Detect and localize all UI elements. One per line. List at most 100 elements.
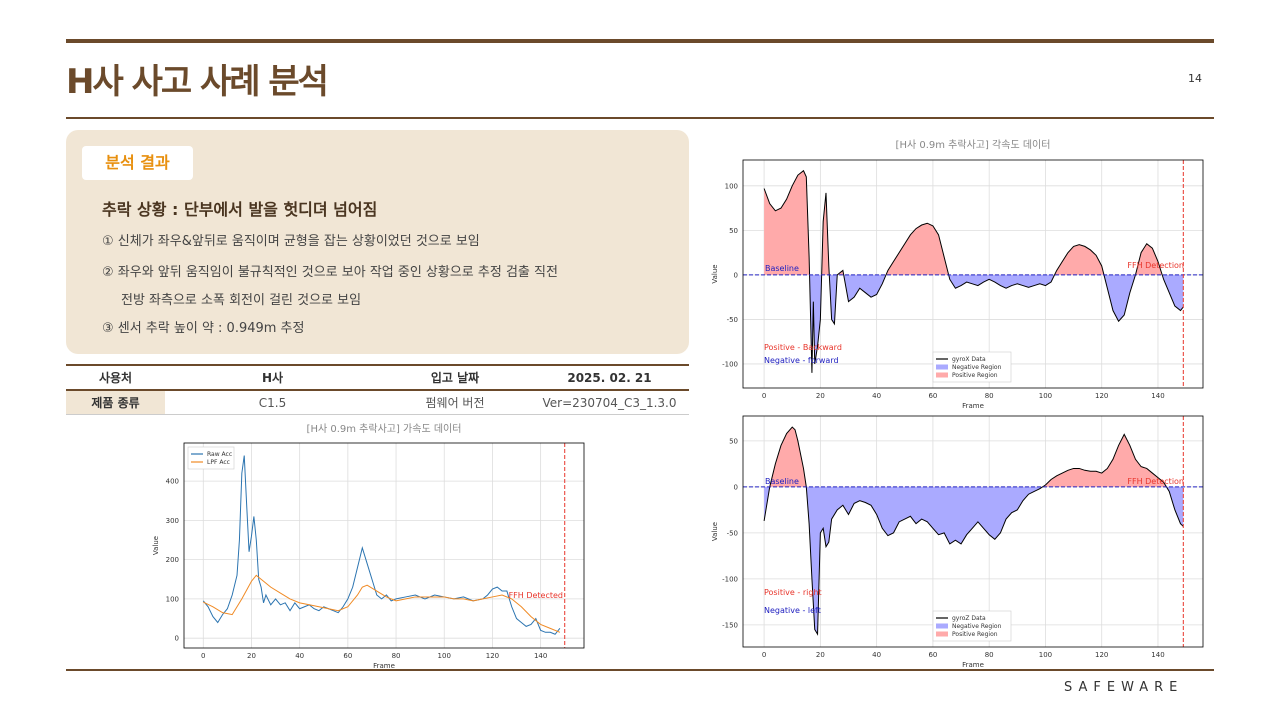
x-tick-label: 100 — [1039, 392, 1052, 400]
x-tick-label: 140 — [1151, 651, 1164, 659]
y-tick-label: -50 — [727, 529, 738, 537]
y-tick-label: -150 — [722, 621, 738, 629]
cell: H사 — [165, 364, 380, 391]
x-axis-label: Frame — [962, 402, 984, 410]
x-tick-label: 120 — [1095, 392, 1108, 400]
legend-label: Negative Region — [952, 623, 1002, 630]
cell: 제품 종류 — [66, 390, 165, 415]
x-tick-label: 20 — [816, 651, 825, 659]
legend-label: Positive Region — [952, 631, 998, 638]
legend-label: LPF Acc — [207, 459, 230, 466]
x-tick-label: 80 — [392, 652, 401, 660]
cell: 2025. 02. 21 — [530, 364, 689, 391]
plot-frame — [183, 442, 585, 649]
legend-label: gyroZ Data — [952, 615, 986, 622]
item: ③ 센서 추락 높이 약 : 0.949m 추정 — [102, 321, 305, 336]
legend-box — [187, 446, 235, 470]
y-tick-label: -100 — [722, 575, 738, 583]
info-table: 사용처 H사 입고 날짜 2025. 02. 21 제품 종류 C1.5 펌웨어 버전 Ve… — [66, 364, 689, 415]
x-tick-label: 80 — [985, 392, 994, 400]
y-tick-label: 0 — [734, 483, 738, 491]
x-tick-label: 80 — [985, 651, 994, 659]
x-tick-label: 40 — [872, 651, 881, 659]
y-tick-label: 0 — [734, 271, 738, 279]
y-tick-label: -50 — [727, 316, 738, 324]
y-axis-label: Value — [711, 522, 719, 541]
legend-swatch — [936, 623, 948, 629]
y-axis-label: Value — [711, 264, 719, 283]
bottom-rule — [66, 669, 1214, 671]
y-tick-label: 300 — [166, 517, 179, 525]
page-number: 14 — [1188, 72, 1202, 85]
legend-label: Positive Region — [952, 372, 998, 379]
series-line — [203, 574, 561, 633]
x-tick-label: 0 — [201, 652, 205, 660]
annotation: FFH Detection — [1127, 477, 1184, 486]
annotation: FFH Detected — [509, 591, 563, 600]
annotation: Positive - Backward — [764, 343, 842, 352]
legend-swatch — [936, 631, 948, 637]
legend-label: gyroX Data — [952, 356, 986, 363]
legend-swatch — [936, 364, 948, 370]
annotation: Baseline — [765, 477, 799, 486]
item: ② 좌우와 앞뒤 움직임이 불규칙적인 것으로 보아 작업 중인 상황으로 추정… — [102, 265, 558, 280]
y-tick-label: 50 — [729, 227, 738, 235]
top-bar — [66, 39, 1214, 43]
x-tick-label: 20 — [816, 392, 825, 400]
legend-swatch — [936, 372, 948, 378]
plot-frame — [742, 415, 1204, 648]
y-tick-label: -100 — [722, 360, 738, 368]
series-line — [763, 169, 1184, 373]
y-tick-label: 100 — [725, 182, 738, 190]
x-tick-label: 60 — [343, 652, 352, 660]
x-tick-label: 100 — [1039, 651, 1052, 659]
annotation: Baseline — [765, 264, 799, 273]
y-tick-label: 0 — [175, 635, 179, 643]
negative-region — [764, 486, 1184, 635]
y-tick-label: 100 — [166, 595, 179, 603]
y-tick-label: 400 — [166, 478, 179, 486]
x-tick-label: 140 — [534, 652, 547, 660]
chart-title: [H사 0.9m 추락사고] 가속도 데이터 — [307, 423, 462, 435]
y-tick-label: 200 — [166, 556, 179, 564]
x-tick-label: 120 — [1095, 651, 1108, 659]
series-line — [202, 455, 561, 635]
brand: SAFEWARE — [1064, 680, 1184, 695]
y-axis-label: Value — [152, 536, 160, 555]
annotation: Positive - right — [764, 588, 822, 597]
item: 전방 좌측으로 소폭 회전이 걸린 것으로 보임 — [121, 293, 362, 308]
positive-region — [769, 427, 1167, 487]
legend-label: Raw Acc — [207, 451, 232, 458]
x-tick-label: 60 — [928, 651, 937, 659]
cell: C1.5 — [165, 390, 380, 415]
cell: 펌웨어 버전 — [380, 390, 530, 415]
y-tick-label: 50 — [729, 437, 738, 445]
title-rule — [66, 117, 1214, 119]
annotation: FFH Detection — [1127, 261, 1184, 270]
slide-title: H사 사고 사례 분석 — [66, 62, 329, 102]
positive-region — [764, 170, 1163, 275]
cell: Ver=230704_C3_1.3.0 — [530, 390, 689, 415]
annotation: Negative - left — [764, 606, 821, 615]
chart-title: [H사 0.9m 추락사고] 각속도 데이터 — [896, 139, 1051, 151]
plot-frame — [742, 159, 1204, 389]
series-line — [763, 426, 1184, 636]
x-tick-label: 120 — [486, 652, 499, 660]
x-tick-label: 0 — [762, 392, 766, 400]
badge: 분석 결과 — [82, 146, 193, 180]
x-tick-label: 40 — [295, 652, 304, 660]
x-tick-label: 0 — [762, 651, 766, 659]
x-tick-label: 20 — [247, 652, 256, 660]
heading: 추락 상황 : 단부에서 발을 헛디뎌 넘어짐 — [102, 200, 378, 219]
item: ① 신체가 좌우&앞뒤로 움직이며 균형을 잡는 상황이었던 것으로 보임 — [102, 234, 480, 249]
x-tick-label: 60 — [928, 392, 937, 400]
x-axis-label: Frame — [962, 661, 984, 669]
cell: 입고 날짜 — [380, 364, 530, 391]
cell: 사용처 — [66, 364, 165, 391]
x-tick-label: 140 — [1151, 392, 1164, 400]
x-tick-label: 40 — [872, 392, 881, 400]
x-tick-label: 100 — [438, 652, 451, 660]
annotation: Negative - forward — [764, 356, 839, 365]
